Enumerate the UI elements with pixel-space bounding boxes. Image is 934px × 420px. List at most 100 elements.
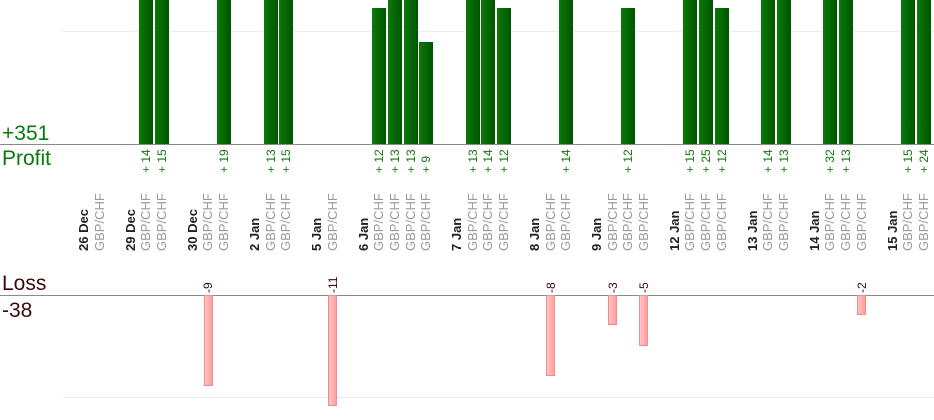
profit-value-label: + 13 <box>403 149 418 173</box>
profit-bar <box>559 0 574 144</box>
profit-bar <box>838 0 853 144</box>
pair-label: GBP/CHF <box>278 193 294 251</box>
loss-bar <box>328 295 338 407</box>
date-label: 7 Jan <box>449 217 465 251</box>
pair-label: GBP/CHF <box>262 193 278 251</box>
pair-label: GBP/CHF <box>324 193 340 251</box>
profit-value-label: + 25 <box>699 149 713 173</box>
loss-value-label: -11 <box>325 276 340 293</box>
date-label: 15 Jan <box>884 210 900 251</box>
loss-value-label: -9 <box>201 282 216 293</box>
profit-total: +351 <box>2 122 50 145</box>
profit-bar <box>403 0 418 144</box>
pair-label: GBP/CHF <box>682 193 698 251</box>
profit-bar <box>776 0 791 144</box>
profit-value-label: + 14 <box>761 149 776 173</box>
pair-label: GBP/CHF <box>387 193 402 251</box>
pair-label: GBP/CHF <box>900 193 916 251</box>
profit-bar <box>216 0 231 144</box>
date-label: 5 Jan <box>309 217 325 251</box>
profit-bar <box>699 0 713 144</box>
pair-label: GBP/CHF <box>604 193 620 251</box>
profit-value-label: + 24 <box>916 149 931 173</box>
date-label: 29 Dec <box>122 209 138 251</box>
date-label: 30 Dec <box>184 209 200 251</box>
loss-total: -38 <box>2 299 33 322</box>
pair-label: GBP/CHF <box>200 193 216 251</box>
loss-bar <box>546 295 555 376</box>
loss-bar <box>639 295 649 346</box>
pair-label: GBP/CHF <box>822 193 838 251</box>
date-label: 14 Jan <box>806 210 822 251</box>
loss-bar <box>203 295 213 386</box>
profit-value-label: + 15 <box>154 149 169 173</box>
profit-value-label: + 12 <box>621 149 636 173</box>
profit-value-label: + 13 <box>465 149 480 173</box>
profit-bar <box>823 0 838 144</box>
profit-bar <box>372 7 387 144</box>
profit-value-label: + 15 <box>901 149 916 173</box>
pair-label: GBP/CHF <box>153 193 169 251</box>
pair-label: GBP/CHF <box>915 193 931 251</box>
pair-label: GBP/CHF <box>495 193 511 251</box>
date-label: 6 Jan <box>355 217 371 251</box>
pair-label: GBP/CHF <box>215 193 231 251</box>
profit-value-label: + 9 <box>419 155 434 173</box>
loss-value-label: -3 <box>605 282 620 293</box>
profit-bar <box>139 0 154 144</box>
profit-value-label: + 32 <box>823 149 838 173</box>
profit-bar <box>279 0 294 144</box>
pair-label: GBP/CHF <box>371 193 387 251</box>
profit-value-label: + 13 <box>776 149 791 173</box>
profit-value-label: + 14 <box>481 149 496 173</box>
pair-label: GBP/CHF <box>138 193 154 251</box>
profit-value-label: + 14 <box>559 149 574 173</box>
profit-value-label: + 12 <box>714 149 729 173</box>
date-label: 8 Jan <box>526 217 542 251</box>
profit-bar <box>154 0 169 144</box>
profit-bar <box>761 0 776 144</box>
profit-bar <box>916 0 931 144</box>
profit-value-label: + 15 <box>279 149 294 173</box>
profit-label: Profit <box>2 147 52 170</box>
profit-value-label: + 12 <box>372 149 387 173</box>
pair-label: GBP/CHF <box>542 193 558 251</box>
profit-bar <box>901 0 916 144</box>
loss-bar <box>857 295 866 316</box>
pair-label: GBP/CHF <box>480 193 496 251</box>
pair-label: GBP/CHF <box>635 193 651 251</box>
loss-label: Loss <box>2 272 47 295</box>
profit-value-label: + 13 <box>263 149 278 173</box>
profit-value-label: + 12 <box>496 149 511 173</box>
profit-value-label: + 13 <box>838 149 853 173</box>
date-label: 2 Jan <box>247 217 263 251</box>
date-label: 13 Jan <box>744 210 760 251</box>
loss-value-label: -5 <box>636 282 651 293</box>
pair-label: GBP/CHF <box>698 193 713 251</box>
pair-label: GBP/CHF <box>558 193 574 251</box>
date-label: 12 Jan <box>666 210 682 251</box>
profit-bar <box>683 0 698 144</box>
pair-label: GBP/CHF <box>402 193 418 251</box>
profit-bar <box>714 7 729 144</box>
loss-baseline <box>0 295 934 296</box>
date-label: 9 Jan <box>589 217 605 251</box>
profit-bar <box>388 0 402 144</box>
profit-baseline <box>0 144 934 145</box>
pair-label: GBP/CHF <box>713 193 729 251</box>
loss-gridline <box>63 397 934 398</box>
pair-label: GBP/CHF <box>837 193 853 251</box>
profit-bar <box>419 41 434 144</box>
profit-bar <box>481 0 496 144</box>
profit-value-label: + 14 <box>139 149 154 173</box>
pair-label: GBP/CHF <box>853 193 869 251</box>
date-label: 26 Dec <box>76 209 91 251</box>
pair-label: GBP/CHF <box>418 193 434 251</box>
pair-label: GBP/CHF <box>760 193 776 251</box>
pair-label: GBP/CHF <box>464 193 480 251</box>
pair-label: GBP/CHF <box>775 193 791 251</box>
profit-bar <box>496 7 511 144</box>
profit-bar <box>621 7 636 144</box>
profit-bar <box>263 0 278 144</box>
profit-bar <box>465 0 480 144</box>
